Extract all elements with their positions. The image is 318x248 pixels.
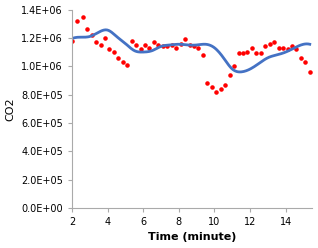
- X-axis label: Time (minute): Time (minute): [148, 232, 236, 243]
- Actual emission: [241, 52, 245, 55]
- Moving average: [217, 50, 220, 53]
- Moving average: [212, 46, 216, 49]
- Moving average: [287, 49, 291, 52]
- Moving average: [308, 43, 312, 46]
- Moving average: [103, 28, 107, 31]
- Line: Moving average: Moving average: [72, 30, 310, 72]
- Moving average: [70, 37, 74, 40]
- Actual emission: [165, 45, 169, 48]
- Actual emission: [219, 87, 223, 90]
- Actual emission: [70, 39, 74, 42]
- Moving average: [272, 54, 276, 57]
- Moving average: [71, 37, 75, 40]
- Actual emission: [308, 70, 312, 73]
- Actual emission: [205, 82, 209, 85]
- Line: Actual emission: Actual emission: [69, 13, 313, 95]
- Actual emission: [81, 15, 85, 18]
- Actual emission: [214, 90, 218, 93]
- Actual emission: [223, 83, 227, 86]
- Y-axis label: CO2: CO2: [5, 97, 16, 121]
- Actual emission: [116, 56, 120, 59]
- Moving average: [238, 70, 242, 73]
- Moving average: [212, 46, 216, 49]
